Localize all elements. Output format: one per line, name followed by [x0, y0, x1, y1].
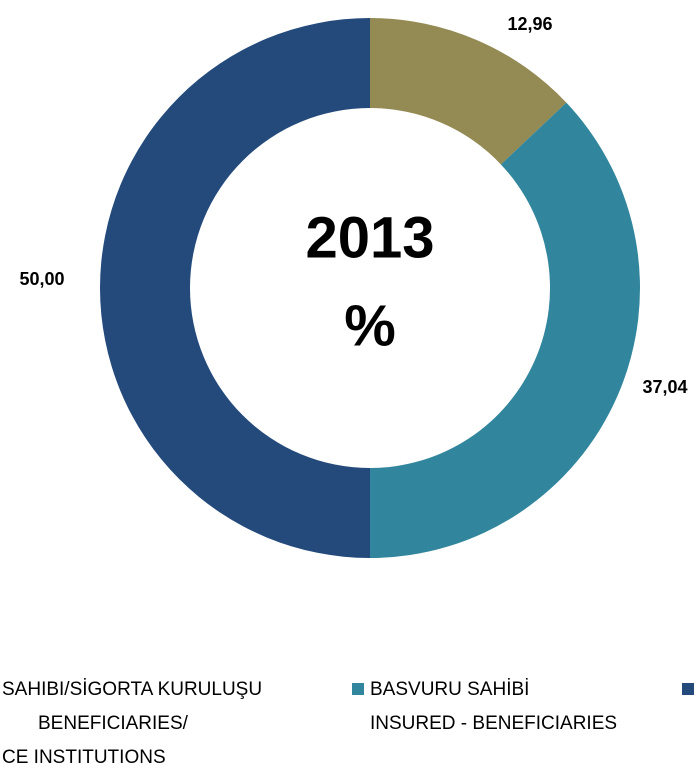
legend-marker [682, 683, 694, 695]
legend-marker [352, 683, 364, 695]
value-label: 12,96 [507, 14, 552, 34]
value-label: 50,00 [19, 269, 64, 289]
legend-label: CE INSTITUTIONS [2, 747, 166, 768]
legend-label: BENEFICIARIES/ [38, 713, 189, 734]
legend-label: INSURED - BENEFICIARIES [370, 713, 617, 734]
donut-slice [370, 102, 640, 559]
chart-subtitle: % [344, 293, 396, 358]
donut-slice [370, 18, 567, 165]
legend-label: SAHIBI/SİGORTA KURULUŞU [2, 679, 262, 700]
donut-slice [100, 18, 370, 558]
legend-label: BASVURU SAHİBİ [370, 679, 529, 700]
value-label: 37,04 [642, 377, 687, 397]
chart-title: 2013 [305, 205, 434, 270]
